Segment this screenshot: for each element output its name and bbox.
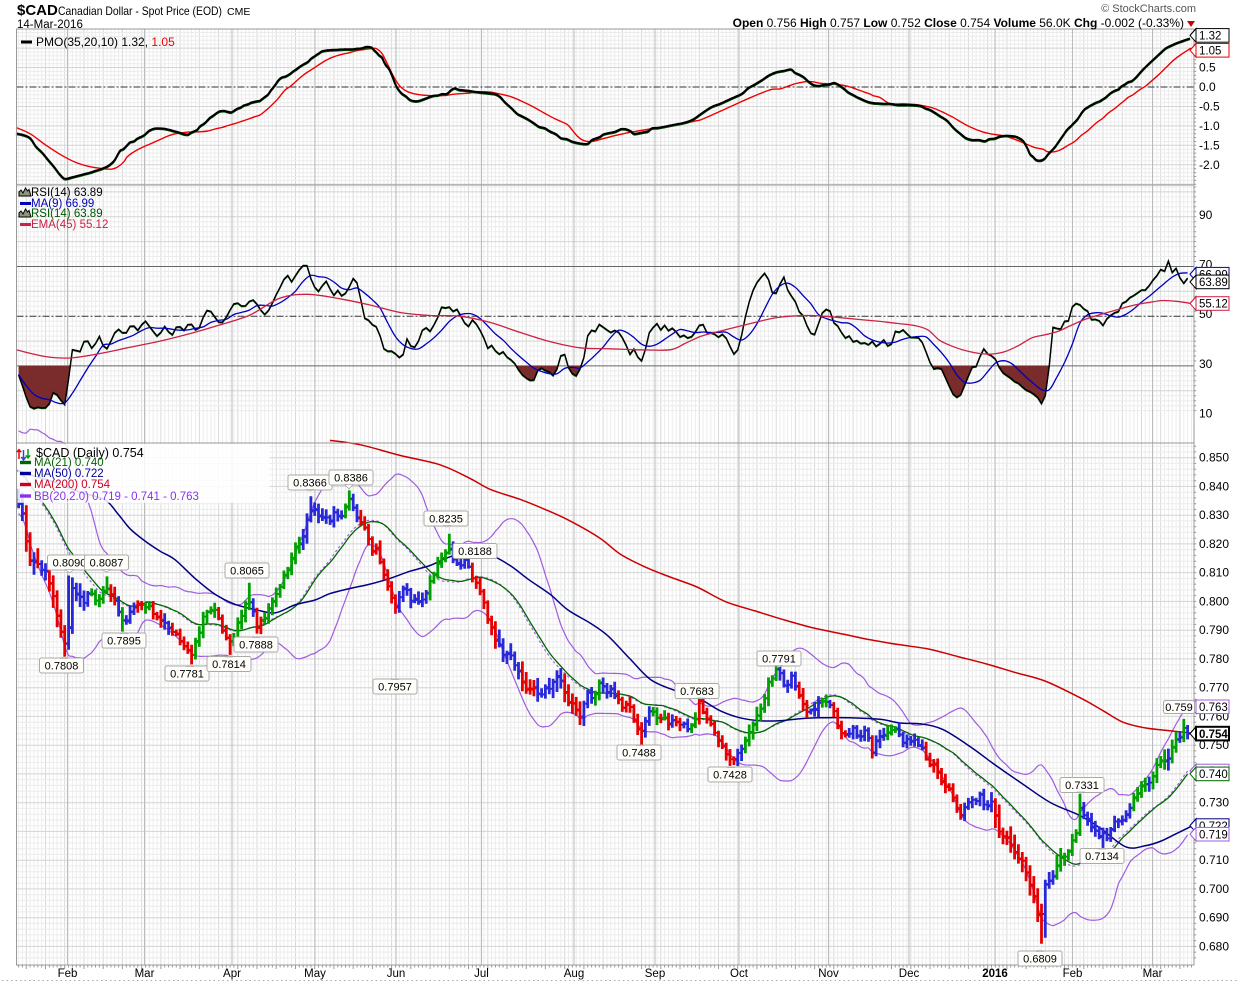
svg-text:0.7791: 0.7791 xyxy=(762,653,796,665)
svg-text:Oct: Oct xyxy=(730,968,749,980)
svg-text:0.7781: 0.7781 xyxy=(170,668,204,680)
svg-text:0.8087: 0.8087 xyxy=(90,557,124,569)
svg-text:BB(20,2.0) 0.719 - 0.741 - 0.7: BB(20,2.0) 0.719 - 0.741 - 0.763 xyxy=(34,491,199,503)
svg-text:0.719: 0.719 xyxy=(1199,829,1228,841)
svg-text:Canadian Dollar - Spot Price (: Canadian Dollar - Spot Price (EOD) xyxy=(58,4,222,18)
svg-text:0.730: 0.730 xyxy=(1199,796,1229,810)
svg-text:0.7808: 0.7808 xyxy=(45,660,79,672)
svg-text:0.8235: 0.8235 xyxy=(429,513,463,525)
svg-text:0.7814: 0.7814 xyxy=(212,659,246,671)
svg-text:-1.5: -1.5 xyxy=(1199,138,1220,152)
svg-text:Nov: Nov xyxy=(818,968,839,980)
svg-text:-2.0: -2.0 xyxy=(1199,158,1220,172)
svg-text:0.750: 0.750 xyxy=(1199,738,1229,752)
svg-text:RSI(14) 63.89: RSI(14) 63.89 xyxy=(31,208,103,220)
svg-text:0.7888: 0.7888 xyxy=(239,639,273,651)
svg-text:0.759: 0.759 xyxy=(1165,702,1193,714)
svg-text:0.740: 0.740 xyxy=(1199,769,1228,781)
svg-text:0.810: 0.810 xyxy=(1199,566,1229,580)
svg-text:0.0: 0.0 xyxy=(1199,80,1216,94)
svg-text:1.05: 1.05 xyxy=(1199,46,1221,58)
svg-text:RSI(14) 63.89: RSI(14) 63.89 xyxy=(31,187,103,199)
svg-text:1.32: 1.32 xyxy=(1199,31,1221,43)
svg-text:0.8386: 0.8386 xyxy=(334,472,368,484)
svg-text:0.7331: 0.7331 xyxy=(1065,780,1099,792)
svg-text:Feb: Feb xyxy=(58,968,78,980)
svg-text:Jul: Jul xyxy=(474,968,489,980)
svg-text:0.763: 0.763 xyxy=(1199,702,1228,714)
svg-text:Open 0.756 High 0.757 Low 0.75: Open 0.756 High 0.757 Low 0.752 Close 0.… xyxy=(733,16,1184,30)
svg-text:0.8188: 0.8188 xyxy=(458,546,492,558)
svg-text:0.8366: 0.8366 xyxy=(293,477,327,489)
svg-text:MA(21) 0.740: MA(21) 0.740 xyxy=(34,457,104,469)
svg-text:$CAD: $CAD xyxy=(17,2,58,19)
svg-text:CME: CME xyxy=(227,6,250,18)
svg-text:10: 10 xyxy=(1199,407,1213,421)
svg-text:0.7957: 0.7957 xyxy=(378,681,412,693)
svg-text:MA(200) 0.754: MA(200) 0.754 xyxy=(34,479,111,491)
svg-text:63.89: 63.89 xyxy=(1199,277,1228,289)
svg-text:0.800: 0.800 xyxy=(1199,594,1229,608)
svg-text:0.6809: 0.6809 xyxy=(1023,953,1057,965)
svg-text:Aug: Aug xyxy=(564,968,584,980)
svg-text:0.7683: 0.7683 xyxy=(680,686,714,698)
svg-text:0.680: 0.680 xyxy=(1199,939,1229,953)
svg-text:0.690: 0.690 xyxy=(1199,911,1229,925)
svg-text:0.5: 0.5 xyxy=(1199,61,1216,75)
svg-text:Mar: Mar xyxy=(135,968,155,980)
svg-text:0.780: 0.780 xyxy=(1199,652,1229,666)
svg-text:MA(9) 66.99: MA(9) 66.99 xyxy=(31,198,94,210)
svg-text:-0.5: -0.5 xyxy=(1199,100,1220,114)
svg-text:Apr: Apr xyxy=(223,968,241,980)
svg-text:0.8090: 0.8090 xyxy=(53,557,87,569)
svg-text:0.850: 0.850 xyxy=(1199,451,1229,465)
svg-text:0.710: 0.710 xyxy=(1199,853,1229,867)
svg-text:Feb: Feb xyxy=(1063,968,1083,980)
svg-text:MA(50) 0.722: MA(50) 0.722 xyxy=(34,468,104,480)
svg-text:0.770: 0.770 xyxy=(1199,681,1229,695)
svg-text:90: 90 xyxy=(1199,208,1213,222)
svg-text:0.7428: 0.7428 xyxy=(713,769,747,781)
svg-text:0.7134: 0.7134 xyxy=(1085,851,1119,863)
svg-text:55.12: 55.12 xyxy=(1199,299,1228,311)
svg-text:0.7488: 0.7488 xyxy=(622,747,656,759)
svg-text:Dec: Dec xyxy=(899,968,920,980)
svg-text:Sep: Sep xyxy=(645,968,665,980)
svg-text:0.7895: 0.7895 xyxy=(107,635,141,647)
svg-text:© StockCharts.com: © StockCharts.com xyxy=(1101,3,1196,15)
svg-text:May: May xyxy=(304,968,326,980)
svg-text:14-Mar-2016: 14-Mar-2016 xyxy=(17,19,83,31)
svg-text:0.8065: 0.8065 xyxy=(230,565,264,577)
svg-text:EMA(45) 55.12: EMA(45) 55.12 xyxy=(31,219,108,231)
svg-text:0.840: 0.840 xyxy=(1199,479,1229,493)
svg-text:Mar: Mar xyxy=(1143,968,1163,980)
svg-text:PMO(35,20,10) 1.32, 1.05: PMO(35,20,10) 1.32, 1.05 xyxy=(36,35,175,49)
svg-text:$CAD (Daily) 0.754: $CAD (Daily) 0.754 xyxy=(36,446,144,460)
svg-text:0.754: 0.754 xyxy=(1199,729,1228,741)
svg-text:Jun: Jun xyxy=(387,968,406,980)
svg-text:0.790: 0.790 xyxy=(1199,623,1229,637)
svg-text:-1.0: -1.0 xyxy=(1199,119,1220,133)
svg-text:0.700: 0.700 xyxy=(1199,882,1229,896)
svg-text:0.820: 0.820 xyxy=(1199,537,1229,551)
svg-text:30: 30 xyxy=(1199,357,1213,371)
svg-text:2016: 2016 xyxy=(982,968,1008,980)
svg-text:0.830: 0.830 xyxy=(1199,508,1229,522)
